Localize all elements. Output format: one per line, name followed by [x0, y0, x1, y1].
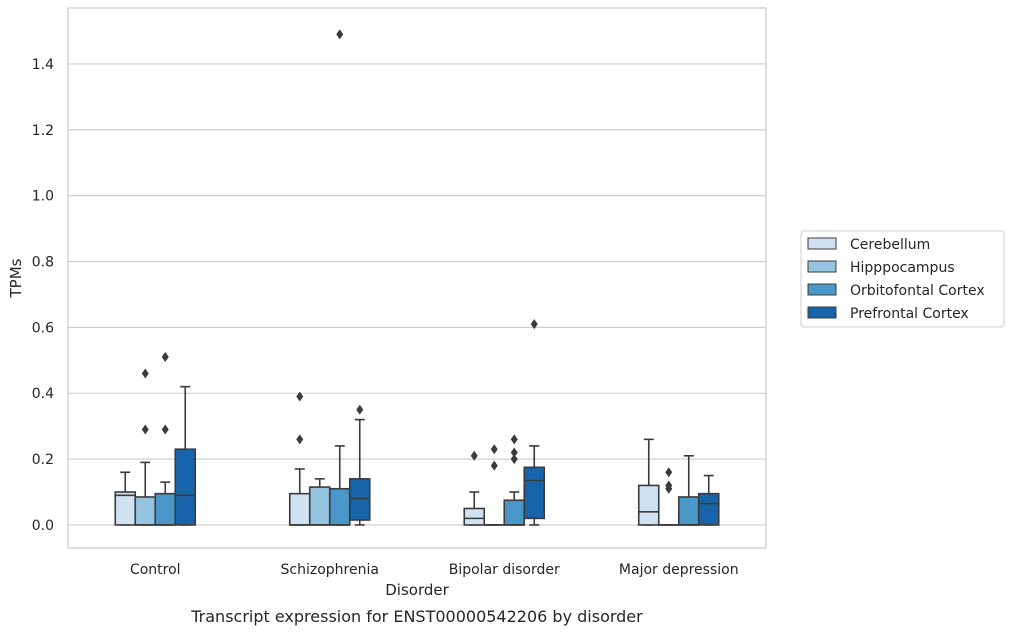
x-tick-label: Bipolar disorder	[449, 562, 560, 578]
box-prefrontal-cortex-bipolar-disorder	[523, 319, 546, 526]
box-orbitofontal-cortex-control	[154, 352, 177, 526]
gridlines	[68, 63, 766, 526]
outlier-point	[141, 368, 149, 379]
iqr-box	[174, 448, 197, 526]
y-axis-title: TPMs	[7, 258, 25, 298]
outlier-point	[161, 424, 169, 435]
iqr-box	[348, 478, 371, 521]
legend: Cerebellum Hipppocampus Orbitofontal Cor…	[800, 230, 1005, 328]
box-hipppocampus-bipolar-disorder	[483, 444, 506, 526]
outlier-point	[470, 450, 478, 461]
outlier-point	[161, 352, 169, 363]
iqr-box	[523, 466, 546, 520]
iqr-box	[697, 492, 720, 526]
legend-swatch-orbitofrontal-cortex	[807, 283, 837, 296]
iqr-box	[503, 499, 526, 526]
x-axis-title: Disorder	[385, 581, 449, 599]
box-prefrontal-cortex-major-depression	[697, 474, 720, 526]
iqr-box	[114, 491, 137, 526]
y-tick-label: 0.0	[32, 518, 54, 534]
x-tick-label: Schizophrenia	[281, 562, 379, 578]
legend-label-prefrontal-cortex: Prefrontal Cortex	[850, 306, 969, 322]
box-hipppocampus-schizophrenia	[308, 478, 331, 526]
y-axis-ticks: 0.0 0.2 0.4 0.6 0.8 1.0 1.2 1.4	[32, 57, 54, 534]
iqr-box	[134, 496, 157, 526]
outlier-point	[665, 480, 673, 491]
legend-label-cerebellum: Cerebellum	[850, 237, 930, 253]
legend-label-hippocampus: Hipppocampus	[850, 260, 955, 276]
x-tick-label: Major depression	[619, 562, 739, 578]
outlier-point	[490, 460, 498, 471]
plot-frame	[67, 7, 767, 549]
legend-swatch-hippocampus	[807, 260, 837, 273]
outlier-point	[530, 319, 538, 330]
outlier-point	[356, 404, 364, 415]
y-tick-label: 0.4	[32, 386, 54, 402]
legend-frame	[800, 230, 1005, 328]
box-orbitofontal-cortex-major-depression	[677, 455, 700, 526]
iqr-box	[328, 487, 351, 526]
box-cerebellum-control	[114, 471, 137, 526]
outlier-point	[510, 434, 518, 445]
box-cerebellum-schizophrenia	[288, 391, 311, 526]
y-tick-label: 1.0	[32, 189, 54, 205]
legend-label-orbitofrontal-cortex: Orbitofontal Cortex	[850, 283, 985, 299]
box-hipppocampus-control	[134, 368, 157, 526]
iqr-box	[288, 492, 311, 526]
box-prefrontal-cortex-schizophrenia	[348, 404, 371, 526]
box-prefrontal-cortex-control	[174, 385, 197, 526]
outlier-point	[141, 424, 149, 435]
x-axis-ticks: Control Schizophrenia Bipolar disorder Majo…	[130, 562, 739, 578]
legend-swatch-cerebellum	[807, 237, 837, 250]
y-tick-label: 1.2	[32, 123, 54, 139]
box-cerebellum-major-depression	[637, 438, 660, 526]
outlier-point	[296, 434, 304, 445]
outlier-point	[665, 467, 673, 478]
x-tick-label: Control	[130, 562, 181, 578]
y-tick-label: 1.4	[32, 57, 54, 73]
box-cerebellum-bipolar-disorder	[463, 450, 486, 526]
box-orbitofontal-cortex-schizophrenia	[328, 29, 351, 526]
y-tick-label: 0.6	[32, 320, 54, 336]
iqr-box	[308, 486, 331, 526]
box-hipppocampus-major-depression	[657, 467, 680, 526]
outlier-point	[510, 447, 518, 458]
outlier-point	[490, 444, 498, 455]
outlier-point	[510, 454, 518, 465]
y-tick-label: 0.2	[32, 452, 54, 468]
chart-caption: Transcript expression for ENST0000054220…	[190, 607, 643, 626]
box-groups	[114, 29, 720, 526]
y-tick-label: 0.8	[32, 255, 54, 271]
legend-swatch-prefrontal-cortex	[807, 306, 837, 319]
iqr-box	[637, 484, 660, 526]
iqr-box	[154, 492, 177, 526]
outlier-point	[296, 391, 304, 402]
box-orbitofontal-cortex-bipolar-disorder	[503, 434, 526, 526]
iqr-box	[677, 496, 700, 526]
outlier-point	[336, 29, 344, 40]
iqr-box	[463, 507, 486, 526]
